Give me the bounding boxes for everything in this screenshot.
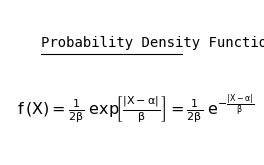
Text: Probability Density Function: Probability Density Function [41, 36, 264, 50]
Text: $\mathsf{f\,(X) = \frac{1}{2\beta}\;exp}\!\left[\mathsf{\frac{|X-\alpha|}{\beta}: $\mathsf{f\,(X) = \frac{1}{2\beta}\;exp}… [17, 92, 254, 126]
